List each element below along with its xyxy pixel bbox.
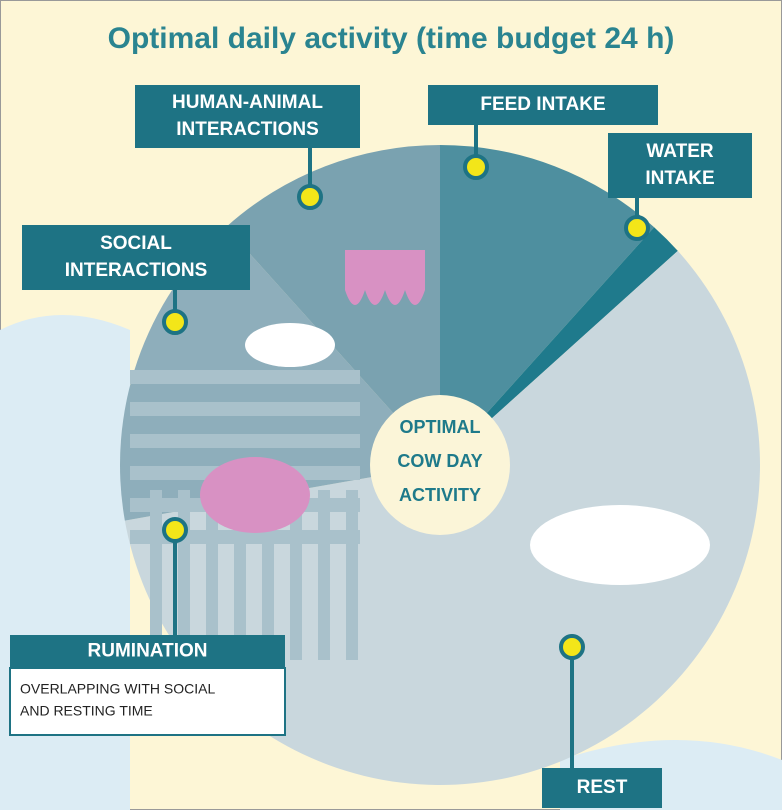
label-box xyxy=(608,133,752,198)
label-box xyxy=(428,85,658,125)
label-box xyxy=(135,85,360,148)
label-text: FEED INTAKE xyxy=(480,94,605,115)
label-text: RUMINATION xyxy=(88,641,208,662)
center-circle xyxy=(370,395,510,535)
title: Optimal daily activity (time budget 24 h… xyxy=(108,22,675,55)
labels: HUMAN-ANIMAL INTERACTIONS FEED INTAKE WATER… xyxy=(9,85,752,808)
center-text: COW DAY xyxy=(397,451,482,471)
rumen-icon xyxy=(200,457,310,533)
marker-dot xyxy=(559,634,585,660)
marker-dot xyxy=(463,154,489,180)
stripe xyxy=(234,490,246,660)
stripe xyxy=(318,490,330,660)
wedge xyxy=(225,145,440,465)
stripe xyxy=(130,370,360,384)
label-text: INTERACTIONS xyxy=(176,119,319,140)
label-text: WATER xyxy=(646,141,713,162)
center-text: OPTIMAL xyxy=(400,417,481,437)
note-box xyxy=(9,667,286,736)
center-text: ACTIVITY xyxy=(399,485,481,505)
label-text: INTAKE xyxy=(645,168,714,189)
note-text: AND RESTING TIME xyxy=(20,703,153,719)
stripe xyxy=(178,490,190,660)
cow-icon xyxy=(530,505,710,585)
label-text: REST xyxy=(577,777,628,798)
udder-icon xyxy=(345,250,425,305)
cow-icon xyxy=(245,323,335,367)
note-text: OVERLAPPING WITH SOCIAL xyxy=(20,681,215,697)
wedge xyxy=(440,145,655,465)
marker-dot xyxy=(162,309,188,335)
stripe xyxy=(130,402,360,416)
stripe xyxy=(150,490,162,660)
label-text: SOCIAL xyxy=(100,233,172,254)
marker-dot xyxy=(297,184,323,210)
label-text: INTERACTIONS xyxy=(65,260,208,281)
stripe xyxy=(262,490,274,660)
stripe xyxy=(206,490,218,660)
label-box xyxy=(22,225,250,290)
wedge xyxy=(440,227,678,465)
stripe xyxy=(130,434,360,448)
label-text: HUMAN-ANIMAL xyxy=(172,92,323,113)
stripe xyxy=(346,490,358,660)
marker-dot xyxy=(162,517,188,543)
label-box xyxy=(10,635,285,668)
label-box xyxy=(542,768,662,808)
marker-dot xyxy=(624,215,650,241)
stripe xyxy=(290,490,302,660)
